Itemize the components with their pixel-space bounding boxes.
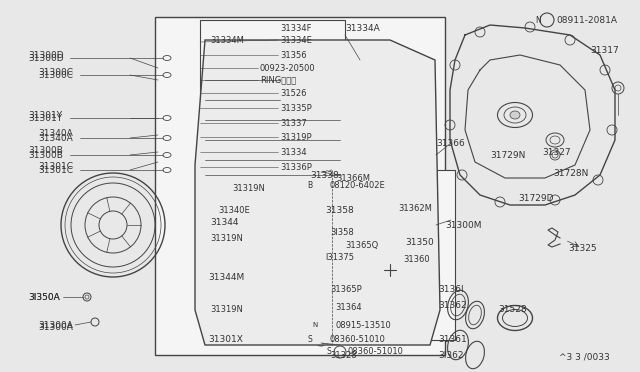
Text: 31300B: 31300B xyxy=(28,151,63,160)
Ellipse shape xyxy=(510,111,520,119)
Text: 31340E: 31340E xyxy=(218,205,250,215)
Text: 31528: 31528 xyxy=(498,305,527,314)
Text: 31366: 31366 xyxy=(436,138,465,148)
Text: 31328: 31328 xyxy=(330,350,356,359)
Text: 08360-51010: 08360-51010 xyxy=(348,347,404,356)
Text: 08120-6402E: 08120-6402E xyxy=(330,180,386,189)
Text: 31319P: 31319P xyxy=(280,132,312,141)
Text: RINGリング: RINGリング xyxy=(260,76,296,84)
Text: 31365Q: 31365Q xyxy=(345,241,378,250)
Text: 31362: 31362 xyxy=(438,301,467,310)
Text: 08360-51010: 08360-51010 xyxy=(330,336,386,344)
Circle shape xyxy=(310,150,326,166)
Text: 31300C: 31300C xyxy=(38,71,73,80)
Text: N: N xyxy=(312,322,317,328)
Text: 31526: 31526 xyxy=(280,89,307,97)
Text: 3136l: 3136l xyxy=(438,285,463,295)
Text: 31300B: 31300B xyxy=(28,145,63,154)
Text: 31344: 31344 xyxy=(210,218,239,227)
Text: 31338: 31338 xyxy=(310,170,339,180)
Text: 31340A: 31340A xyxy=(38,128,73,138)
Text: 31340A: 31340A xyxy=(38,134,73,142)
Text: 31327: 31327 xyxy=(542,148,571,157)
FancyBboxPatch shape xyxy=(155,17,445,355)
Text: 31319N: 31319N xyxy=(210,234,243,243)
Text: S: S xyxy=(326,347,332,356)
Text: 31325: 31325 xyxy=(568,244,596,253)
Text: 3l350A: 3l350A xyxy=(28,292,60,301)
Text: 31360: 31360 xyxy=(403,256,429,264)
Text: 31300M: 31300M xyxy=(445,221,481,230)
FancyBboxPatch shape xyxy=(280,160,335,202)
Text: 31334F: 31334F xyxy=(280,23,312,32)
Text: 31334M: 31334M xyxy=(210,35,244,45)
Text: 31301Y: 31301Y xyxy=(28,110,62,119)
FancyBboxPatch shape xyxy=(320,170,455,340)
Text: 3l358: 3l358 xyxy=(330,228,354,237)
Text: 31356: 31356 xyxy=(280,51,307,60)
Text: 31366M: 31366M xyxy=(336,173,370,183)
Text: 31301C: 31301C xyxy=(38,166,73,174)
Text: 31300A: 31300A xyxy=(38,321,73,330)
Text: 31300C: 31300C xyxy=(38,67,73,77)
Polygon shape xyxy=(195,40,440,345)
Text: 31362M: 31362M xyxy=(398,203,432,212)
Text: 00923-20500: 00923-20500 xyxy=(260,64,316,73)
Text: ^3 3 /0033: ^3 3 /0033 xyxy=(559,353,610,362)
Text: 31300D: 31300D xyxy=(28,51,63,60)
Text: 31728N: 31728N xyxy=(553,169,588,177)
Text: 31335P: 31335P xyxy=(280,103,312,112)
Text: 31319N: 31319N xyxy=(232,183,265,192)
Text: 31729D: 31729D xyxy=(518,193,554,202)
Text: 31336P: 31336P xyxy=(280,163,312,171)
Text: 3l362: 3l362 xyxy=(438,350,463,359)
Text: 31358: 31358 xyxy=(325,205,354,215)
Circle shape xyxy=(370,250,410,290)
Text: 31317: 31317 xyxy=(590,45,619,55)
Text: 31334: 31334 xyxy=(280,148,307,157)
Text: 31337: 31337 xyxy=(280,119,307,128)
Text: 31300D: 31300D xyxy=(28,54,63,62)
Text: N: N xyxy=(535,16,541,25)
Text: 3l350A: 3l350A xyxy=(28,292,60,301)
Text: 31729N: 31729N xyxy=(490,151,525,160)
Text: 31361: 31361 xyxy=(438,336,467,344)
Text: 31365P: 31365P xyxy=(330,285,362,295)
Text: S: S xyxy=(308,336,312,344)
Text: 31350: 31350 xyxy=(405,237,434,247)
Circle shape xyxy=(281,226,309,254)
Text: 31364: 31364 xyxy=(335,304,362,312)
FancyBboxPatch shape xyxy=(200,20,345,175)
Text: 31301C: 31301C xyxy=(38,161,73,170)
Text: 31301X: 31301X xyxy=(208,336,243,344)
Text: 08915-13510: 08915-13510 xyxy=(335,321,391,330)
Text: B: B xyxy=(307,180,312,189)
Text: 31334E: 31334E xyxy=(280,35,312,45)
Text: 31319N: 31319N xyxy=(210,305,243,314)
Text: 31301Y: 31301Y xyxy=(28,113,62,122)
Text: 31334A: 31334A xyxy=(345,23,380,32)
Text: l31375: l31375 xyxy=(325,253,354,263)
Text: 31344M: 31344M xyxy=(208,273,244,282)
Text: 31300A: 31300A xyxy=(38,324,73,333)
Text: 08911-2081A: 08911-2081A xyxy=(556,16,617,25)
